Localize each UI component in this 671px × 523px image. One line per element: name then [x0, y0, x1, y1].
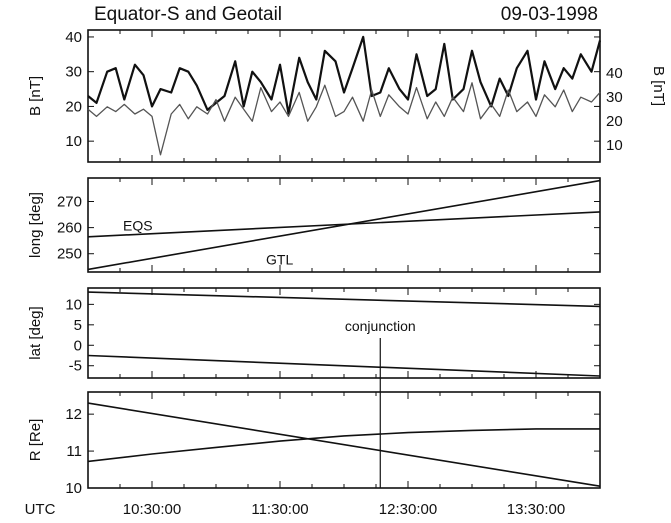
series-line-latitude-0 — [87, 291, 601, 308]
y-tick-label: 11 — [66, 443, 82, 460]
y-tick-label: -5 — [69, 358, 82, 375]
y-right-tick-label: 40 — [606, 65, 623, 82]
x-tick-label: 13:30:00 — [507, 501, 565, 518]
chart-title: Equator-S and Geotail — [94, 4, 282, 25]
y-tick-label: 12 — [65, 406, 82, 423]
y-axis-label-field: B [nT] — [27, 76, 44, 116]
y-right-axis-label: B [nT] — [650, 66, 667, 106]
y-tick-label: 250 — [57, 246, 82, 263]
x-tick-label: 12:30:00 — [379, 501, 437, 518]
y-right-tick-label: 20 — [606, 113, 623, 130]
x-tick-label: 11:30:00 — [251, 501, 308, 518]
x-tick-label: 10:30:00 — [123, 501, 181, 518]
y-axis-label-radius: R [Re] — [27, 419, 44, 462]
y-axis-label-longitude: long [deg] — [27, 192, 44, 258]
y-tick-label: 20 — [65, 98, 82, 115]
y-right-tick-label: 30 — [606, 89, 623, 106]
series-line-field-1 — [87, 82, 601, 156]
series-label-eqs: EQS — [123, 218, 153, 234]
series-line-field-0 — [87, 35, 602, 115]
series-line-latitude-1 — [87, 354, 601, 377]
chart-date: 09-03-1998 — [501, 4, 598, 25]
y-tick-label: 10 — [65, 480, 82, 497]
y-tick-label: 0 — [74, 337, 82, 354]
conjunction-label: conjunction — [345, 318, 416, 334]
y-tick-label: 30 — [65, 64, 82, 81]
y-tick-label: 10 — [65, 296, 82, 313]
panel-frame-field — [87, 29, 601, 163]
y-tick-label: 260 — [57, 220, 82, 237]
y-tick-label: 40 — [65, 29, 82, 46]
series-line-radius-0 — [87, 402, 601, 487]
y-axis-label-latitude: lat [deg] — [27, 306, 44, 359]
series-label-gtl: GTL — [266, 252, 293, 268]
y-right-tick-label: 10 — [606, 137, 623, 154]
series-line-radius-1 — [87, 428, 600, 463]
x-axis-label: UTC — [25, 501, 56, 518]
y-tick-label: 10 — [65, 133, 82, 150]
y-tick-label: 5 — [74, 317, 82, 334]
series-line-longitude-gtl — [87, 179, 601, 271]
y-tick-label: 270 — [57, 194, 82, 211]
